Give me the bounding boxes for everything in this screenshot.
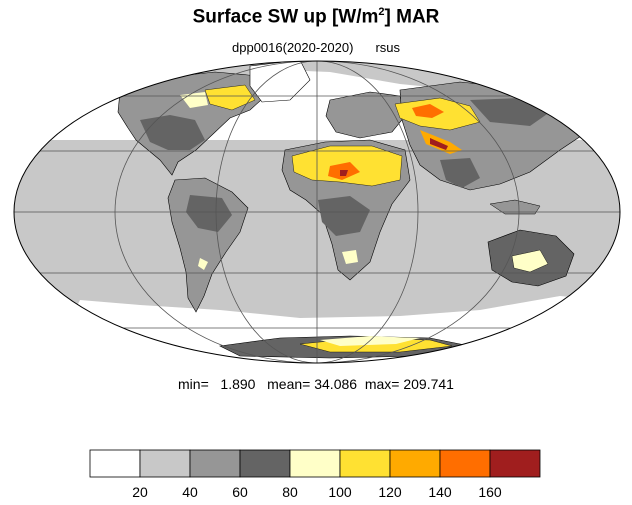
world-map [13,60,621,364]
colorbar-tick-label: 20 [132,484,148,500]
variable-label: rsus [375,40,400,55]
central-asia-hot-region [412,104,444,118]
australia-light-region [511,249,549,273]
colorbar-swatch [489,449,541,478]
colorbar-swatch [239,449,291,478]
min-value: 1.890 [220,376,256,392]
central-africa-dark-land [318,196,370,236]
colorbar-tick-label: 80 [282,484,298,500]
summary-stats: min= 1.890 mean= 34.086 max= 209.741 [178,376,454,392]
colorbar-tick-label: 60 [232,484,248,500]
colorbar-swatch [139,449,191,478]
kalahari-light-region [342,250,358,264]
experiment-label: dpp0016(2020-2020) [232,40,354,55]
max-value: 209.741 [403,376,454,392]
andes-light-region [198,258,208,270]
colorbar-tick-label: 160 [478,484,502,500]
tibet-hot-region [420,130,462,154]
colorbar-tick-label: 140 [428,484,452,500]
colorbar-swatch [289,449,341,478]
colorbar-tick-label: 40 [182,484,198,500]
colorbar-swatch [189,449,241,478]
colorbar: 20 40 60 80 100 120 140 160 [89,449,541,500]
sahara-peak-region [340,170,348,176]
colorbar-swatch [389,449,441,478]
colorbar-swatch [89,449,141,478]
canada-bright-region [204,84,256,111]
tibet-peak-region [430,138,448,150]
colorbar-tick-label: 100 [328,484,352,500]
south-asia-dark-land [440,158,480,188]
colorbar-swatch [339,449,391,478]
south-america-dark-land [186,195,232,232]
colorbar-swatch [439,449,491,478]
plot-title: Surface SW up [W/m2] MAR [192,6,440,28]
mean-value: 34.086 [314,376,358,392]
colorbar-tick-label: 120 [378,484,402,500]
greenland-land [249,61,311,103]
meridian-lines [114,61,520,363]
globe-outline [13,60,621,364]
north-america-dark-land [140,115,205,150]
plot-subtitle: dpp0016(2020-2020) rsus [0,40,632,55]
